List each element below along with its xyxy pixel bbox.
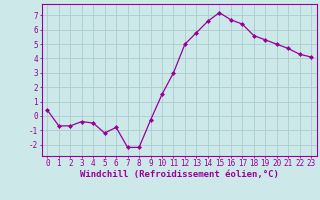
- X-axis label: Windchill (Refroidissement éolien,°C): Windchill (Refroidissement éolien,°C): [80, 170, 279, 179]
